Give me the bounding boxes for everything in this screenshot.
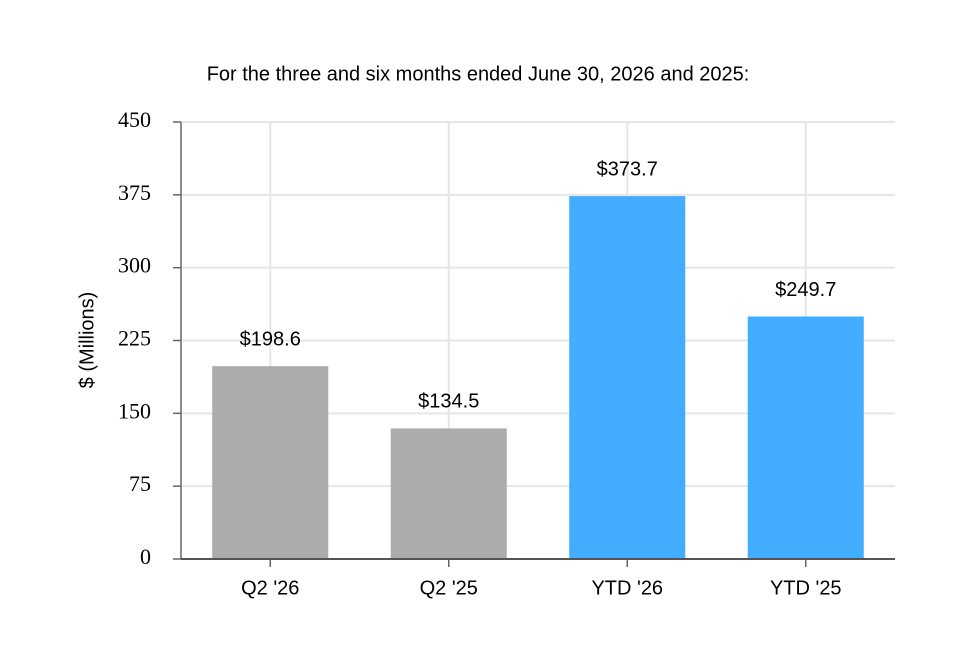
bar [212, 366, 329, 559]
x-tick-label: Q2 '25 [420, 577, 478, 599]
bar [747, 316, 864, 559]
chart-title: For the three and six months ended June … [207, 63, 750, 85]
y-tick-label: 300 [118, 253, 151, 278]
y-tick-label: 150 [118, 398, 151, 423]
x-tick-label: YTD '26 [591, 577, 663, 599]
y-axis-label: $ (Millions) [76, 292, 98, 389]
data-label: $373.7 [597, 158, 658, 180]
x-tick-label: YTD '25 [770, 577, 842, 599]
bar [390, 428, 507, 559]
data-label: $134.5 [418, 391, 479, 413]
data-label: $249.7 [775, 279, 836, 301]
y-tick-label: 450 [118, 107, 151, 132]
y-tick-label: 225 [118, 326, 151, 351]
y-tick-label: 375 [118, 180, 151, 205]
bar [569, 196, 686, 560]
data-label: $198.6 [240, 328, 301, 350]
y-tick-label: 0 [140, 544, 151, 569]
x-tick-label: Q2 '26 [241, 577, 299, 599]
y-tick-label: 75 [129, 471, 151, 496]
